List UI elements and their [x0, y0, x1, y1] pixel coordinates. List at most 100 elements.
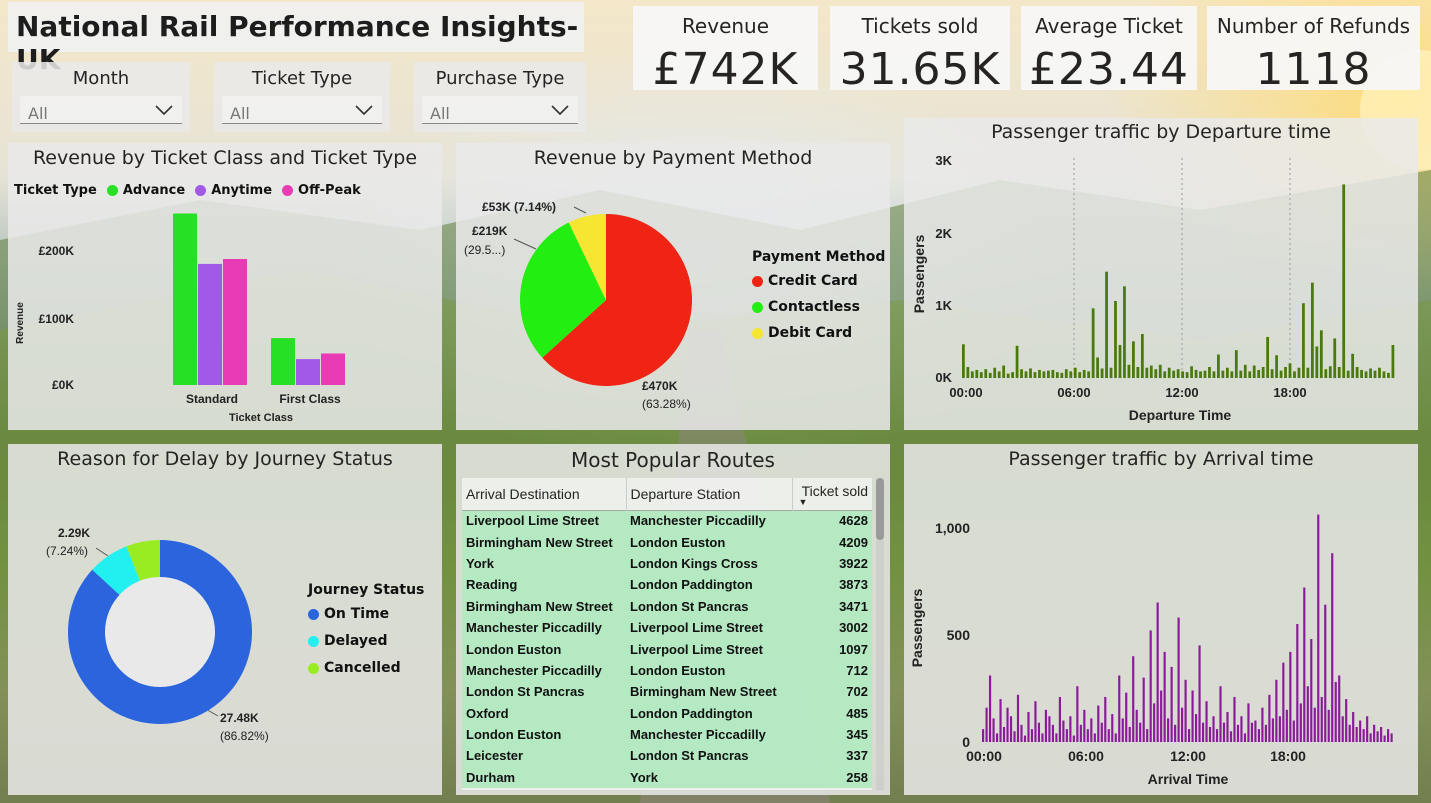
arrival-bar[interactable] — [1058, 696, 1061, 742]
departure-bar[interactable] — [1024, 371, 1028, 378]
arrival-bar[interactable] — [1013, 731, 1016, 742]
arrival-bar[interactable] — [1107, 729, 1110, 742]
departure-bar[interactable] — [1270, 369, 1274, 378]
table-row[interactable]: London St Pancras Birmingham New Street 70… — [462, 681, 872, 703]
arrival-bar[interactable] — [1027, 711, 1030, 742]
departure-bar[interactable] — [1342, 184, 1346, 378]
arrival-bar[interactable] — [1184, 679, 1187, 742]
departure-bar[interactable] — [1279, 370, 1283, 378]
departure-bar[interactable] — [1284, 367, 1287, 378]
arrival-bar[interactable] — [995, 733, 999, 742]
arrival-bar[interactable] — [1334, 681, 1337, 742]
departure-bar[interactable] — [1069, 371, 1073, 378]
arrival-bar[interactable] — [1348, 724, 1351, 742]
arrival-bar[interactable] — [1076, 686, 1079, 742]
departure-bar[interactable] — [993, 367, 997, 378]
arrival-bar[interactable] — [1250, 722, 1254, 742]
bar-standard-off-peak[interactable] — [223, 259, 247, 385]
departure-bar[interactable] — [997, 371, 1001, 378]
arrival-bar[interactable] — [1292, 720, 1295, 742]
departure-bar[interactable] — [1297, 367, 1301, 378]
departure-bar[interactable] — [1391, 345, 1395, 378]
arrival-bar[interactable] — [1048, 716, 1051, 742]
departure-bar[interactable] — [1230, 371, 1234, 378]
arrival-bar[interactable] — [1376, 731, 1379, 742]
departure-bar[interactable] — [1346, 370, 1350, 378]
arrival-bar[interactable] — [1219, 686, 1222, 742]
arrival-bar[interactable] — [1208, 726, 1212, 742]
arrival-bar[interactable] — [1268, 694, 1271, 742]
departure-bar[interactable] — [984, 369, 988, 378]
departure-bar[interactable] — [1011, 372, 1014, 378]
departure-bar[interactable] — [1364, 371, 1368, 378]
pie-slice-credit-card[interactable] — [542, 214, 692, 386]
departure-bar[interactable] — [1194, 369, 1198, 378]
departure-bar[interactable] — [1333, 338, 1337, 378]
departure-bar[interactable] — [988, 372, 992, 378]
legend-on-time[interactable]: On Time — [308, 606, 424, 622]
departure-bar[interactable] — [1029, 368, 1032, 378]
arrival-bar[interactable] — [1380, 726, 1383, 742]
departure-bar[interactable] — [1109, 367, 1113, 378]
arrival-bar[interactable] — [1156, 602, 1159, 742]
arrival-bar[interactable] — [1125, 692, 1128, 742]
departure-bar[interactable] — [1212, 371, 1216, 378]
arrival-bar[interactable] — [1146, 729, 1149, 742]
departure-bar[interactable] — [1234, 350, 1238, 378]
arrival-bar[interactable] — [1369, 733, 1372, 742]
bar-standard-anytime[interactable] — [198, 263, 222, 385]
table-row[interactable]: Leicester London St Pancras 337 — [462, 745, 872, 767]
departure-bar[interactable] — [1145, 367, 1149, 378]
arrival-bar[interactable] — [1282, 662, 1285, 742]
arrival-bar[interactable] — [1149, 630, 1152, 742]
arrival-bar[interactable] — [1100, 722, 1103, 742]
departure-bar[interactable] — [1123, 286, 1126, 378]
arrival-bar[interactable] — [1114, 733, 1117, 742]
arrival-bar[interactable] — [1167, 718, 1170, 742]
arrival-bar[interactable] — [1002, 726, 1006, 742]
arrival-bar[interactable] — [1289, 651, 1292, 742]
departure-bar[interactable] — [1221, 370, 1225, 378]
arrival-bar[interactable] — [1296, 624, 1299, 742]
legend-advance[interactable]: Advance — [106, 183, 185, 198]
arrival-bar[interactable] — [1118, 675, 1121, 742]
departure-bar[interactable] — [970, 371, 974, 378]
arrival-bar[interactable] — [1177, 617, 1180, 742]
table-row[interactable]: Oxford London Paddington 485 — [462, 702, 872, 724]
arrival-bar[interactable] — [1243, 733, 1247, 742]
departure-bar[interactable] — [1163, 371, 1167, 378]
departure-bar[interactable] — [1387, 372, 1390, 378]
departure-bar[interactable] — [1055, 372, 1059, 378]
departure-bar[interactable] — [1042, 371, 1046, 378]
arrival-bar[interactable] — [1006, 707, 1009, 742]
arrival-bar[interactable] — [1051, 724, 1054, 742]
departure-bar[interactable] — [1378, 367, 1381, 378]
table-row[interactable]: Manchester Piccadilly London Euston 712 — [462, 659, 872, 682]
departure-bar[interactable] — [1199, 371, 1202, 378]
arrival-bar[interactable] — [1062, 720, 1065, 742]
table-row[interactable]: Durham York 258 — [462, 766, 872, 789]
month-slicer[interactable]: Month All — [12, 62, 190, 132]
departure-bar[interactable] — [1100, 368, 1104, 378]
arrival-bar[interactable] — [1069, 716, 1072, 742]
arrival-bar[interactable] — [1264, 724, 1267, 742]
departure-bar[interactable] — [1114, 301, 1117, 378]
arrival-bar[interactable] — [1163, 651, 1166, 742]
departure-bar[interactable] — [1091, 308, 1095, 378]
arrival-bar[interactable] — [1194, 714, 1198, 742]
departure-bar[interactable] — [1051, 369, 1055, 378]
arrival-bar[interactable] — [1191, 690, 1194, 742]
departure-bar[interactable] — [1096, 357, 1100, 378]
departure-bar[interactable] — [1181, 371, 1185, 378]
arrival-bar[interactable] — [1128, 726, 1131, 742]
departure-bar[interactable] — [1158, 364, 1162, 378]
arrival-bar[interactable] — [1132, 656, 1135, 742]
departure-bar[interactable] — [1087, 371, 1091, 378]
ticket-type-dropdown[interactable]: All — [222, 96, 382, 124]
legend-contactless[interactable]: Contactless — [752, 299, 885, 315]
departure-bar[interactable] — [1225, 367, 1229, 378]
departure-bar[interactable] — [1118, 345, 1122, 378]
arrival-bar[interactable] — [1226, 711, 1229, 742]
departure-bar[interactable] — [1248, 371, 1252, 378]
pie-slice-contactless[interactable] — [520, 222, 606, 358]
